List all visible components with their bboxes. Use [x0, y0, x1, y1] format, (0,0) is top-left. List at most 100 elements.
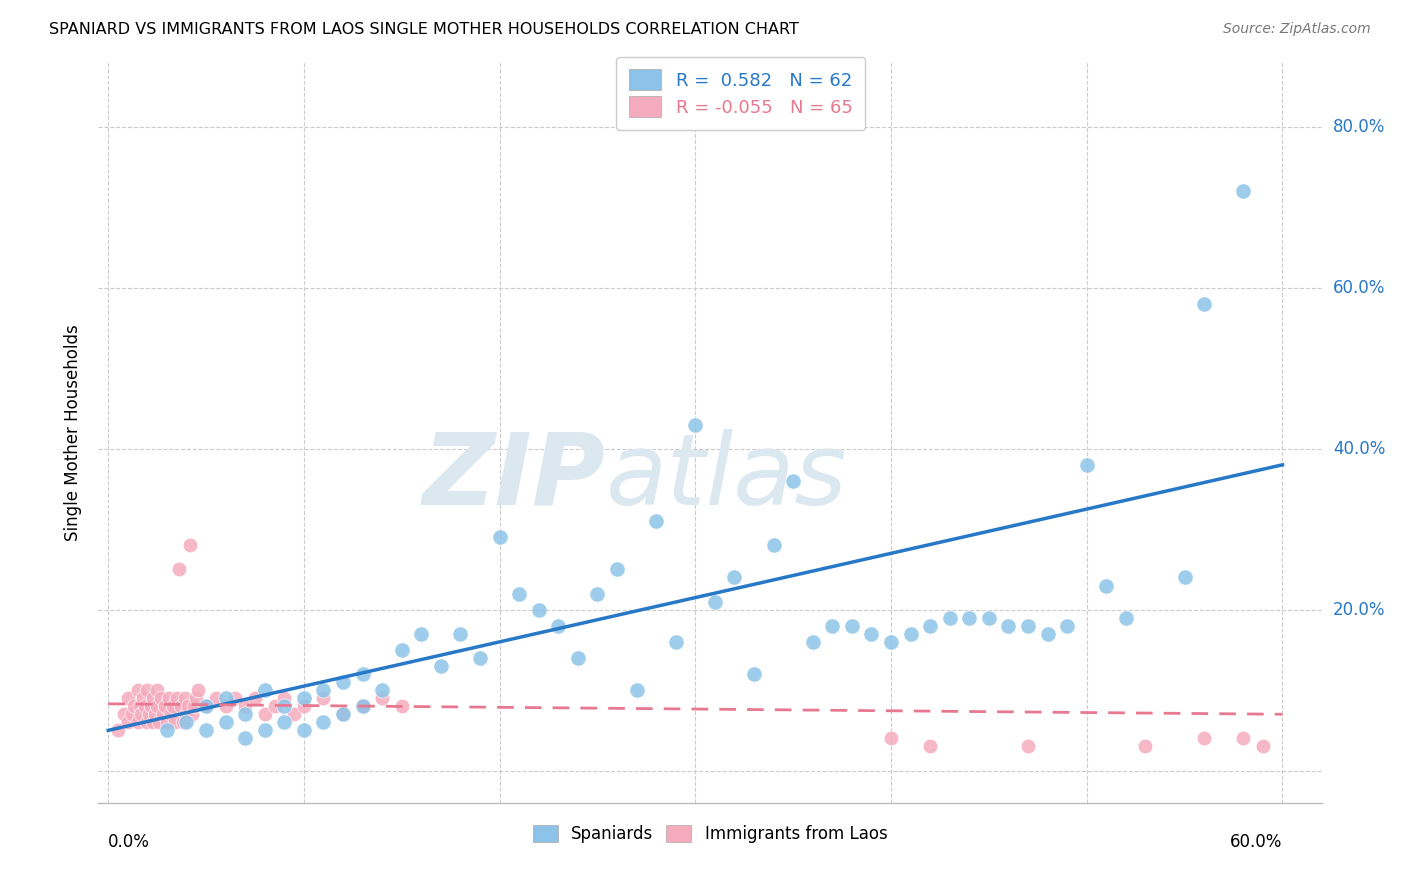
Point	[1017, 619, 1039, 633]
Point	[156, 715, 179, 730]
Point	[214, 715, 236, 730]
Point	[117, 691, 139, 706]
Point	[880, 731, 903, 746]
Text: 60.0%: 60.0%	[1230, 833, 1282, 851]
Point	[782, 474, 804, 488]
Point	[148, 715, 170, 730]
Point	[723, 570, 745, 584]
Point	[142, 691, 165, 706]
Point	[107, 723, 129, 738]
Point	[141, 699, 163, 714]
Point	[1192, 297, 1215, 311]
Point	[801, 635, 824, 649]
Point	[645, 514, 668, 528]
Point	[122, 699, 145, 714]
Point	[371, 683, 394, 698]
Point	[860, 627, 883, 641]
Point	[292, 723, 315, 738]
Point	[762, 538, 785, 552]
Point	[128, 699, 150, 714]
Text: 60.0%: 60.0%	[1333, 279, 1385, 297]
Point	[253, 707, 276, 722]
Text: ZIP: ZIP	[423, 428, 606, 525]
Point	[183, 699, 205, 714]
Point	[160, 707, 183, 722]
Point	[1192, 731, 1215, 746]
Point	[136, 683, 159, 698]
Point	[181, 707, 204, 722]
Point	[527, 602, 550, 616]
Point	[224, 691, 246, 706]
Point	[1135, 739, 1157, 754]
Y-axis label: Single Mother Households: Single Mother Households	[65, 325, 83, 541]
Point	[508, 586, 530, 600]
Point	[121, 707, 143, 722]
Point	[292, 691, 315, 706]
Point	[1115, 610, 1137, 624]
Text: Source: ZipAtlas.com: Source: ZipAtlas.com	[1223, 22, 1371, 37]
Point	[176, 715, 198, 730]
Text: 80.0%: 80.0%	[1333, 118, 1385, 136]
Point	[332, 707, 354, 722]
Point	[977, 610, 1000, 624]
Point	[233, 707, 256, 722]
Point	[179, 538, 201, 552]
Point	[450, 627, 472, 641]
Point	[626, 683, 648, 698]
Point	[138, 707, 160, 722]
Point	[547, 619, 569, 633]
Text: atlas: atlas	[606, 428, 848, 525]
Point	[685, 417, 707, 432]
Point	[176, 707, 198, 722]
Point	[150, 691, 173, 706]
Point	[488, 530, 510, 544]
Point	[163, 715, 186, 730]
Point	[1232, 184, 1254, 198]
Point	[292, 699, 315, 714]
Point	[243, 691, 266, 706]
Point	[703, 594, 725, 608]
Point	[131, 707, 153, 722]
Point	[117, 715, 139, 730]
Point	[841, 619, 863, 633]
Point	[169, 699, 191, 714]
Point	[195, 699, 218, 714]
Text: 40.0%: 40.0%	[1333, 440, 1385, 458]
Point	[997, 619, 1019, 633]
Point	[253, 723, 276, 738]
Point	[214, 699, 236, 714]
Point	[821, 619, 844, 633]
Point	[371, 691, 394, 706]
Point	[312, 715, 335, 730]
Point	[162, 699, 184, 714]
Point	[957, 610, 980, 624]
Point	[411, 627, 433, 641]
Point	[468, 651, 491, 665]
Point	[900, 627, 922, 641]
Point	[177, 699, 200, 714]
Point	[312, 691, 335, 706]
Point	[112, 707, 135, 722]
Text: 20.0%: 20.0%	[1333, 600, 1385, 619]
Point	[920, 739, 942, 754]
Point	[586, 586, 609, 600]
Point	[233, 699, 256, 714]
Point	[157, 691, 180, 706]
Point	[142, 715, 165, 730]
Point	[136, 715, 159, 730]
Point	[1174, 570, 1197, 584]
Point	[352, 667, 374, 681]
Point	[156, 723, 179, 738]
Text: 0.0%: 0.0%	[108, 833, 150, 851]
Point	[187, 683, 209, 698]
Point	[166, 691, 188, 706]
Point	[195, 723, 218, 738]
Point	[1036, 627, 1059, 641]
Point	[273, 691, 295, 706]
Point	[132, 691, 155, 706]
Point	[214, 691, 236, 706]
Point	[939, 610, 962, 624]
Point	[567, 651, 589, 665]
Point	[1232, 731, 1254, 746]
Point	[167, 562, 190, 576]
